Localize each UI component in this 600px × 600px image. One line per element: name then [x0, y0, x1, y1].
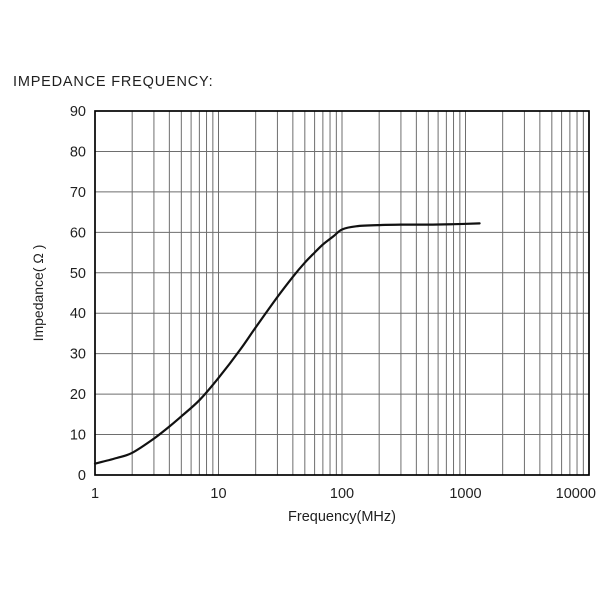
y-tick-label: 10	[70, 428, 86, 444]
y-tick-label: 40	[70, 306, 86, 322]
y-tick-label: 90	[70, 104, 86, 120]
y-tick-label: 70	[70, 185, 86, 201]
y-tick-label: 20	[70, 387, 86, 403]
y-tick-label: 0	[78, 468, 86, 484]
y-axis-label: Impedance( Ω )	[30, 244, 46, 342]
x-tick-label: 100	[330, 486, 354, 502]
chart-title: IMPEDANCE FREQUENCY:	[13, 74, 214, 90]
y-tick-label: 50	[70, 266, 86, 282]
y-tick-label: 30	[70, 347, 86, 363]
x-tick-label: 1	[91, 486, 99, 502]
x-tick-label: 10000	[556, 486, 596, 502]
plot-frame	[94, 110, 590, 476]
impedance-curve	[93, 222, 481, 465]
x-tick-label: 1000	[449, 486, 481, 502]
x-tick-label: 10	[210, 486, 226, 502]
y-tick-label: 60	[70, 225, 86, 241]
x-axis-label: Frequency(MHz)	[288, 509, 396, 525]
y-tick-label: 80	[70, 144, 86, 160]
